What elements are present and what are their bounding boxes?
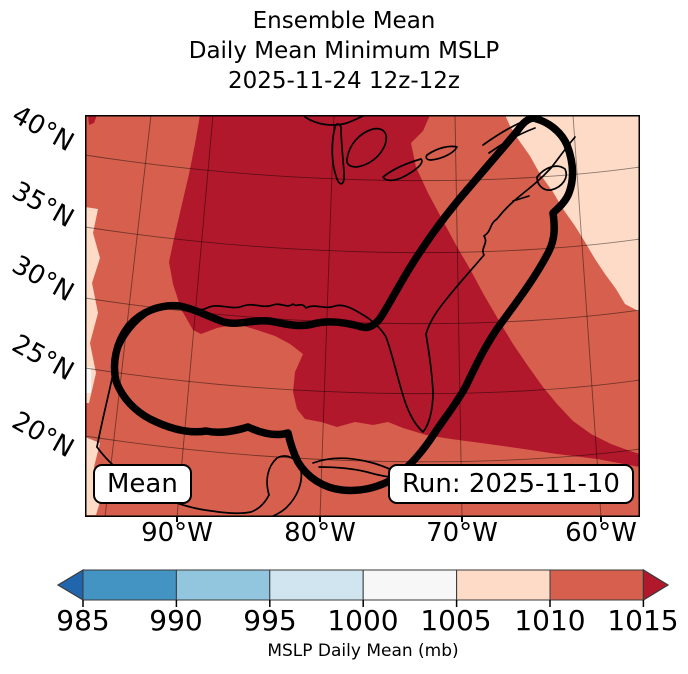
cb-tick-985: 985 — [56, 604, 110, 637]
title-line-1: Ensemble Mean — [252, 8, 436, 34]
gridline-95w — [104, 115, 152, 517]
gridline-30n — [85, 297, 640, 325]
colorbar-arrow-under — [56, 568, 84, 602]
coast-nova-scotia — [536, 165, 568, 191]
colorbar-seg-1010-1015 — [549, 569, 644, 601]
title-line-2: Daily Mean Minimum MSLP — [188, 38, 500, 64]
lake-erie — [382, 158, 423, 182]
mean-annotation-text: Mean — [107, 469, 178, 499]
region-peach-west-strip — [85, 207, 100, 403]
lon-label-90w: 90°W — [141, 518, 213, 548]
lat-label-35n: 35°N — [6, 175, 79, 235]
figure-title: Ensemble Mean Daily Mean Minimum MSLP 20… — [0, 6, 688, 96]
lon-label-70w: 70°W — [426, 518, 498, 548]
lake-superior — [304, 115, 366, 126]
map-border — [85, 115, 640, 517]
colorbar-label: MSLP Daily Mean (mb) — [267, 641, 459, 661]
gridline-40n — [85, 154, 640, 182]
cb-tick-990: 990 — [149, 604, 203, 637]
cb-tick-1005: 1005 — [420, 604, 492, 637]
xtick-70w — [461, 517, 463, 522]
mean-annotation-box: Mean — [93, 464, 192, 504]
region-crimson — [169, 115, 640, 467]
lake-huron — [346, 127, 388, 168]
gridline-80w — [319, 115, 335, 517]
colorbar-seg-1000-1005 — [362, 569, 458, 601]
colorbar-seg-995-1000 — [269, 569, 364, 601]
lat-label-30n: 30°N — [6, 249, 79, 309]
region-white-sliver — [85, 367, 91, 393]
title-line-3: 2025-11-24 12z-12z — [228, 68, 460, 94]
gridline-60w — [572, 115, 602, 517]
region-peach-northeast — [505, 115, 640, 312]
lake-ontario — [425, 145, 458, 161]
gridline-90w — [176, 115, 214, 517]
xtick-80w — [319, 517, 321, 522]
colorbar-seg-985-990 — [82, 569, 177, 601]
gridlines — [85, 115, 640, 517]
gridline-20n — [85, 435, 640, 463]
colorbar — [56, 568, 670, 607]
colorbar-ticks — [82, 600, 645, 607]
gridline-25n — [85, 367, 640, 395]
run-annotation-text: Run: 2025-11-10 — [402, 469, 620, 499]
lat-label-40n: 40°N — [6, 99, 79, 159]
cb-tick-1015: 1015 — [607, 604, 679, 637]
lat-label-25n: 25°N — [6, 328, 79, 388]
cb-tick-995: 995 — [243, 604, 297, 637]
lat-label-20n: 20°N — [6, 405, 79, 465]
xtick-60w — [600, 517, 602, 522]
cb-tick-1010: 1010 — [514, 604, 586, 637]
xtick-90w — [176, 517, 178, 522]
ensemble-contour — [110, 115, 577, 495]
map-canvas — [85, 115, 640, 517]
lon-label-60w: 60°W — [565, 518, 637, 548]
colorbar-seg-990-995 — [175, 569, 271, 601]
coast-long-island — [512, 195, 530, 202]
region-crimson-notch — [88, 115, 97, 125]
lon-label-80w: 80°W — [284, 518, 356, 548]
gridline-35n — [85, 226, 640, 254]
colorbar-arrow-over — [642, 568, 670, 602]
gridline-70w — [454, 115, 463, 517]
colorbar-seg-1005-1010 — [456, 569, 551, 601]
cb-tick-1000: 1000 — [327, 604, 399, 637]
lake-michigan — [331, 123, 345, 185]
run-annotation-box: Run: 2025-11-10 — [388, 464, 634, 504]
